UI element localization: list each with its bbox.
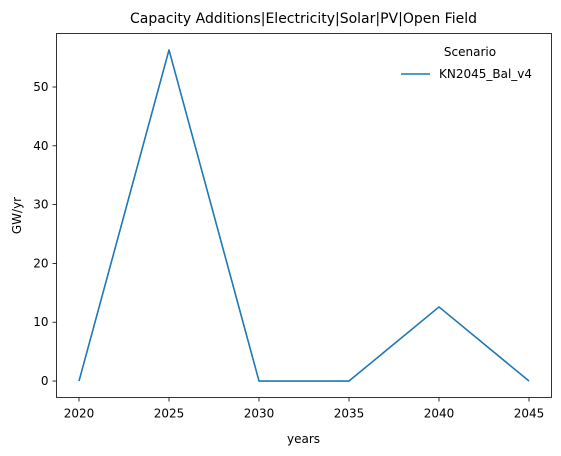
- x-axis-label: years: [287, 432, 320, 446]
- y-tick-label: 30: [33, 198, 48, 212]
- y-axis: 0 10 20 30 40 50: [33, 80, 56, 388]
- y-axis-label: GW/yr: [10, 197, 24, 234]
- x-tick-label: 2025: [154, 407, 185, 421]
- legend: Scenario KN2045_Bal_v4: [401, 45, 532, 81]
- series-layer: [79, 50, 529, 381]
- y-tick-label: 50: [33, 80, 48, 94]
- x-axis: 2020 2025 2030 2035 2040 2045: [64, 398, 545, 421]
- legend-label-kn2045-bal-v4: KN2045_Bal_v4: [439, 67, 532, 81]
- plot-frame: [57, 34, 552, 398]
- chart-title: Capacity Additions|Electricity|Solar|PV|…: [130, 11, 477, 27]
- x-tick-label: 2020: [64, 407, 95, 421]
- y-tick-label: 0: [41, 374, 49, 388]
- x-tick-label: 2030: [244, 407, 275, 421]
- y-tick-label: 10: [33, 315, 48, 329]
- y-tick-label: 20: [33, 256, 48, 270]
- y-tick-label: 40: [33, 139, 48, 153]
- x-tick-label: 2045: [514, 407, 545, 421]
- x-tick-label: 2040: [424, 407, 455, 421]
- legend-title: Scenario: [444, 45, 496, 59]
- x-tick-label: 2035: [334, 407, 365, 421]
- series-line-kn2045-bal-v4: [79, 50, 529, 381]
